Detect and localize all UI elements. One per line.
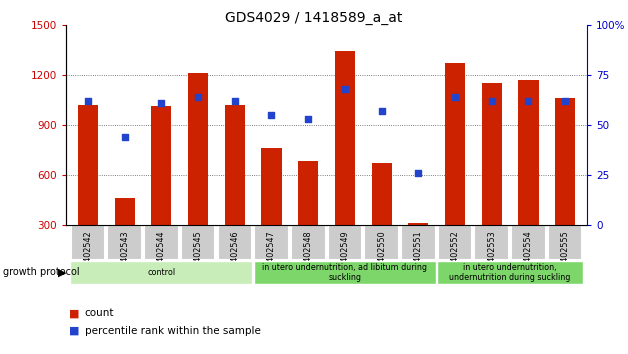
Bar [438, 261, 583, 284]
Point [120, 134, 130, 139]
Bar [335, 51, 355, 225]
Point [266, 112, 276, 118]
Text: ■: ■ [69, 326, 80, 336]
Point [193, 94, 203, 99]
Point [413, 170, 423, 176]
Text: GSM402550: GSM402550 [377, 230, 386, 279]
Point [487, 98, 497, 104]
Point [377, 108, 387, 114]
Bar [518, 80, 539, 225]
Text: GSM402549: GSM402549 [340, 230, 349, 279]
Text: in utero undernutrition,
undernutrition during suckling: in utero undernutrition, undernutrition … [450, 263, 571, 282]
Text: percentile rank within the sample: percentile rank within the sample [85, 326, 261, 336]
Text: GSM402543: GSM402543 [120, 230, 129, 279]
Bar [254, 225, 288, 259]
Bar [181, 225, 214, 259]
Text: GDS4029 / 1418589_a_at: GDS4029 / 1418589_a_at [225, 11, 403, 25]
Text: GSM402553: GSM402553 [487, 230, 496, 279]
Text: control: control [148, 268, 175, 277]
Bar [225, 105, 245, 225]
Bar [438, 225, 472, 259]
Bar [217, 225, 251, 259]
Point [523, 98, 533, 104]
Text: in utero undernutrition, ad libitum during
suckling: in utero undernutrition, ad libitum duri… [263, 263, 428, 282]
Bar [144, 225, 178, 259]
Bar [555, 98, 575, 225]
Text: GSM402544: GSM402544 [157, 230, 166, 279]
Point [230, 98, 240, 104]
Bar [188, 73, 208, 225]
Bar [151, 107, 171, 225]
Point [303, 116, 313, 122]
Point [450, 94, 460, 99]
Point [340, 86, 350, 92]
Bar [511, 225, 544, 259]
Bar [71, 225, 104, 259]
Text: ■: ■ [69, 308, 80, 318]
Text: GSM402547: GSM402547 [267, 230, 276, 279]
Bar [114, 198, 135, 225]
Bar [548, 225, 582, 259]
Bar [291, 225, 325, 259]
Bar [364, 225, 398, 259]
Bar [482, 83, 502, 225]
Text: GSM402546: GSM402546 [230, 230, 239, 279]
Bar [328, 225, 361, 259]
Point [156, 100, 166, 105]
Bar [254, 261, 436, 284]
Text: growth protocol: growth protocol [3, 267, 80, 277]
Text: GSM402555: GSM402555 [561, 230, 570, 279]
Bar [78, 105, 98, 225]
Bar [298, 161, 318, 225]
Bar [70, 261, 252, 284]
Bar [107, 225, 141, 259]
Text: ▶: ▶ [58, 267, 67, 277]
Bar [401, 225, 435, 259]
Bar [261, 148, 281, 225]
Text: GSM402548: GSM402548 [304, 230, 313, 279]
Bar [475, 225, 508, 259]
Bar [408, 223, 428, 225]
Text: GSM402551: GSM402551 [414, 230, 423, 279]
Bar [372, 163, 392, 225]
Text: GSM402554: GSM402554 [524, 230, 533, 279]
Text: count: count [85, 308, 114, 318]
Point [83, 98, 93, 104]
Text: GSM402545: GSM402545 [193, 230, 203, 279]
Text: GSM402552: GSM402552 [450, 230, 460, 279]
Text: GSM402542: GSM402542 [84, 230, 92, 279]
Bar [445, 63, 465, 225]
Point [560, 98, 570, 104]
